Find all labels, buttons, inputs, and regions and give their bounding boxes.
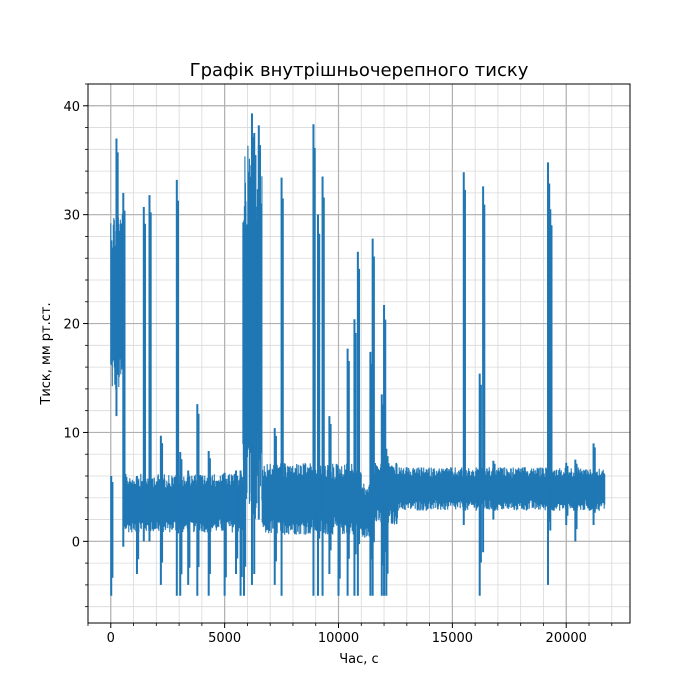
x-tick-label: 0	[107, 631, 115, 646]
series-spike	[207, 450, 211, 596]
series-spike	[135, 476, 140, 574]
y-axis-label: Тиск, мм рт.ст.	[39, 302, 54, 405]
series-spike	[122, 192, 126, 547]
series-spike	[353, 319, 357, 596]
y-tick-label: 40	[63, 100, 80, 115]
series-spike	[549, 209, 553, 531]
chart-title: Графік внутрішньочерепного тиску	[190, 60, 529, 81]
series-spike	[462, 172, 466, 525]
series-spike	[179, 452, 183, 596]
series-spike	[142, 207, 146, 542]
x-tick-label: 20000	[546, 631, 587, 646]
series-spike	[223, 472, 227, 596]
series-band-segment	[261, 462, 362, 535]
series-spike	[175, 179, 180, 596]
y-tick-label: 0	[72, 535, 80, 550]
x-axis-label: Час, с	[339, 652, 378, 667]
series-spike	[250, 113, 255, 585]
series-band-segment	[360, 483, 371, 538]
series-spike	[317, 214, 321, 596]
y-axis-ticks: 0 10 20 30 40	[63, 83, 88, 608]
x-tick-label: 5000	[208, 631, 241, 646]
series-spike	[253, 133, 257, 574]
series-spike	[380, 394, 384, 596]
series-spike	[592, 443, 596, 525]
series-spike	[478, 373, 482, 596]
series-icp	[110, 113, 606, 596]
series-spike	[547, 162, 551, 585]
x-tick-label: 15000	[432, 631, 473, 646]
series-spike	[356, 251, 361, 596]
series-spike	[574, 459, 578, 542]
series-spike	[328, 416, 332, 574]
y-tick-label: 30	[63, 209, 80, 224]
series-spike	[242, 401, 247, 596]
series-spike	[239, 470, 243, 596]
series-spike	[312, 124, 316, 596]
series-band-segment	[397, 467, 606, 511]
series-spike	[273, 428, 277, 585]
x-axis-ticks: 0 5000 10000 15000 20000	[87, 623, 613, 646]
series-spike	[280, 177, 284, 596]
series-spike	[369, 351, 373, 596]
series-spike	[565, 462, 569, 525]
series-spike	[159, 435, 164, 585]
series-spike	[492, 460, 496, 520]
series-spike	[383, 305, 387, 596]
series-spike	[235, 470, 239, 574]
y-tick-label: 20	[63, 318, 80, 333]
series-spike	[187, 470, 191, 585]
series-spike	[196, 404, 200, 596]
series-spike	[115, 138, 119, 417]
series-spike	[371, 238, 375, 596]
series-spike	[110, 476, 114, 596]
plot-area-frame	[87, 83, 631, 624]
series-spike	[321, 176, 325, 596]
series-spike	[148, 195, 152, 542]
series-spike	[346, 348, 350, 596]
x-tick-label: 10000	[318, 631, 359, 646]
series-spike	[385, 448, 389, 596]
series-spike	[482, 186, 486, 553]
series-spike	[257, 125, 261, 520]
series-spike	[337, 481, 341, 596]
y-tick-label: 10	[63, 426, 80, 441]
